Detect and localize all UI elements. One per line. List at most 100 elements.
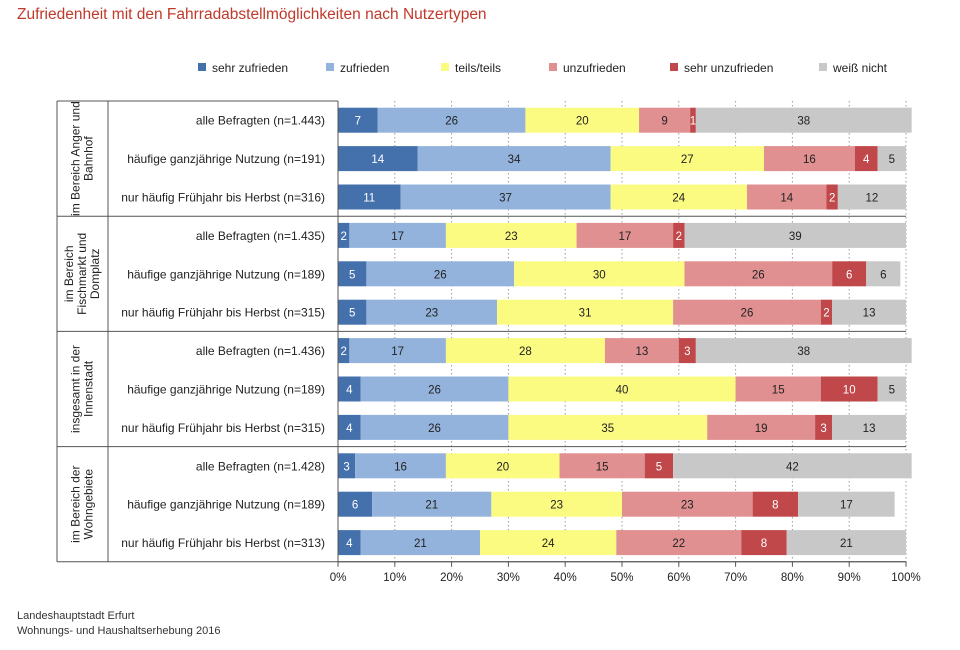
data-label: 30 [593,269,606,281]
data-label: 22 [672,538,685,550]
data-label: 8 [772,500,778,512]
bar-segment [815,414,833,440]
x-tick-label: 70% [724,572,747,584]
data-label: 15 [596,461,609,473]
legend-swatch [326,63,334,71]
data-label: 34 [508,154,521,166]
bar-segment [491,491,622,517]
data-label: 6 [880,269,886,281]
data-label: 14 [371,154,384,166]
x-tick-label: 60% [667,572,690,584]
bar-segment [673,299,821,325]
x-tick-label: 40% [554,572,577,584]
data-label: 17 [391,231,404,243]
data-label: 4 [346,423,353,435]
bar-segment [349,338,446,364]
data-label: 4 [346,538,353,550]
bar-segment [866,261,901,287]
data-label: 5 [349,308,355,320]
bar-segment [338,453,356,479]
x-tick-label: 0% [330,572,347,584]
bar-segment [497,299,674,325]
data-label: 9 [661,116,667,128]
data-label: 2 [829,193,835,205]
bar-segment [673,453,912,479]
row-label: alle Befragten (n=1.443) [196,114,325,128]
data-label: 2 [823,308,829,320]
data-label: 13 [635,346,648,358]
bar-segment [338,107,378,133]
data-label: 5 [656,461,662,473]
group-label-line: Domplatz [88,248,102,299]
data-label: 3 [820,423,826,435]
bar-segment [877,146,906,172]
data-label: 21 [425,500,438,512]
bar-segment [741,530,787,556]
bar-segment [445,338,605,364]
data-label: 6 [352,500,358,512]
bar-segment [338,184,401,210]
bar-segment [622,491,753,517]
bar-segment [832,414,906,440]
data-label: 5 [349,269,355,281]
group-label-line: Bahnhof [82,136,96,181]
legend-swatch [670,63,678,71]
data-label: 10 [843,385,856,397]
bar-segment [695,338,912,364]
data-label: 20 [576,116,589,128]
data-label: 26 [428,385,441,397]
data-label: 2 [340,346,346,358]
group-label: im Bereich Anger undBahnhof [69,101,96,216]
group-label-line: im Bereich Anger und [69,101,83,216]
group-label-line: Fischmarkt und [75,233,89,315]
bar-segment [445,453,560,479]
bar-segment [707,414,816,440]
bar-segment [644,453,674,479]
data-label: 21 [840,538,853,550]
bar-segment [360,414,509,440]
bar-segment [366,299,498,325]
bar-segment [820,299,833,325]
bar-segment [764,146,855,172]
data-label: 13 [863,308,876,320]
legend-label: sehr zufrieden [212,61,288,75]
bar-segment [377,107,526,133]
data-label: 6 [846,269,852,281]
data-label: 38 [797,346,810,358]
legend-label: zufrieden [340,61,389,75]
data-label: 13 [863,423,876,435]
source-line-1: Landeshauptstadt Erfurt [17,610,135,622]
bar-segment [746,184,827,210]
data-label: 4 [346,385,353,397]
data-label: 39 [789,231,802,243]
legend-swatch [819,63,827,71]
bar-segment [338,261,367,287]
bar-segment [338,222,350,248]
bar-segment [417,146,611,172]
bar-segment [820,376,878,402]
row-label: häufige ganzjährige Nutzung (n=189) [127,267,325,281]
bar-segment [678,338,696,364]
bar-segment [559,453,645,479]
bar-segment [360,376,509,402]
group-label: insgesamt in derInnenstadt [69,345,96,433]
bar-segment [684,261,833,287]
data-label: 24 [542,538,555,550]
bar-segment [695,107,912,133]
data-label: 7 [355,116,361,128]
data-label: 5 [889,154,895,166]
legend-label: weiß nicht [832,61,888,75]
bar-segment [604,338,679,364]
data-label: 24 [672,193,685,205]
row-label: alle Befragten (n=1.435) [196,229,325,243]
bar-segment [372,491,492,517]
x-tick-label: 90% [838,572,861,584]
x-tick-label: 20% [440,572,463,584]
data-label: 20 [496,461,509,473]
chart-title: Zufriedenheit mit den Fahrradabstellmögl… [17,6,487,23]
bar-segment [508,414,708,440]
row-label: nur häufig Frühjahr bis Herbst (n=315) [121,421,325,435]
legend-swatch [198,63,206,71]
bar-segment [338,146,418,172]
bar-segment [786,530,906,556]
